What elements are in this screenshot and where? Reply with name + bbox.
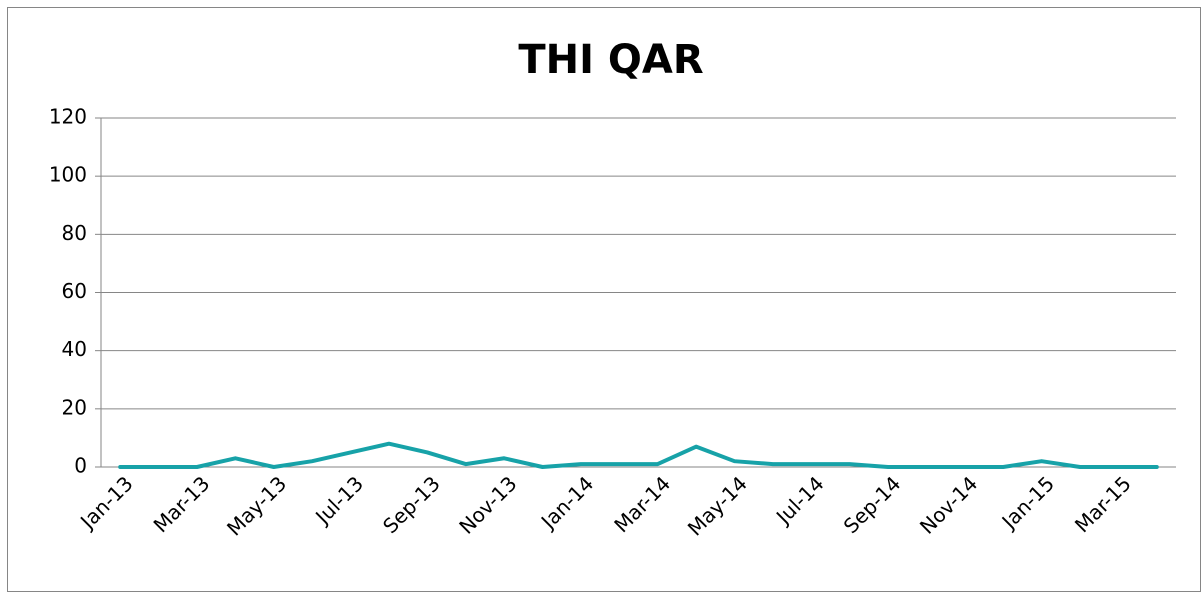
y-tick-label: 120 [49, 105, 87, 129]
y-tick-label: 20 [62, 395, 87, 419]
y-tick-label: 100 [49, 163, 87, 187]
y-tick-label: 80 [62, 221, 87, 245]
y-tick-label: 60 [62, 279, 87, 303]
chart-title: THI QAR [518, 37, 703, 83]
y-tick-label: 0 [74, 454, 87, 478]
chart-frame [7, 7, 1201, 592]
data-line [118, 441, 1159, 469]
y-tick-label: 40 [62, 337, 87, 361]
